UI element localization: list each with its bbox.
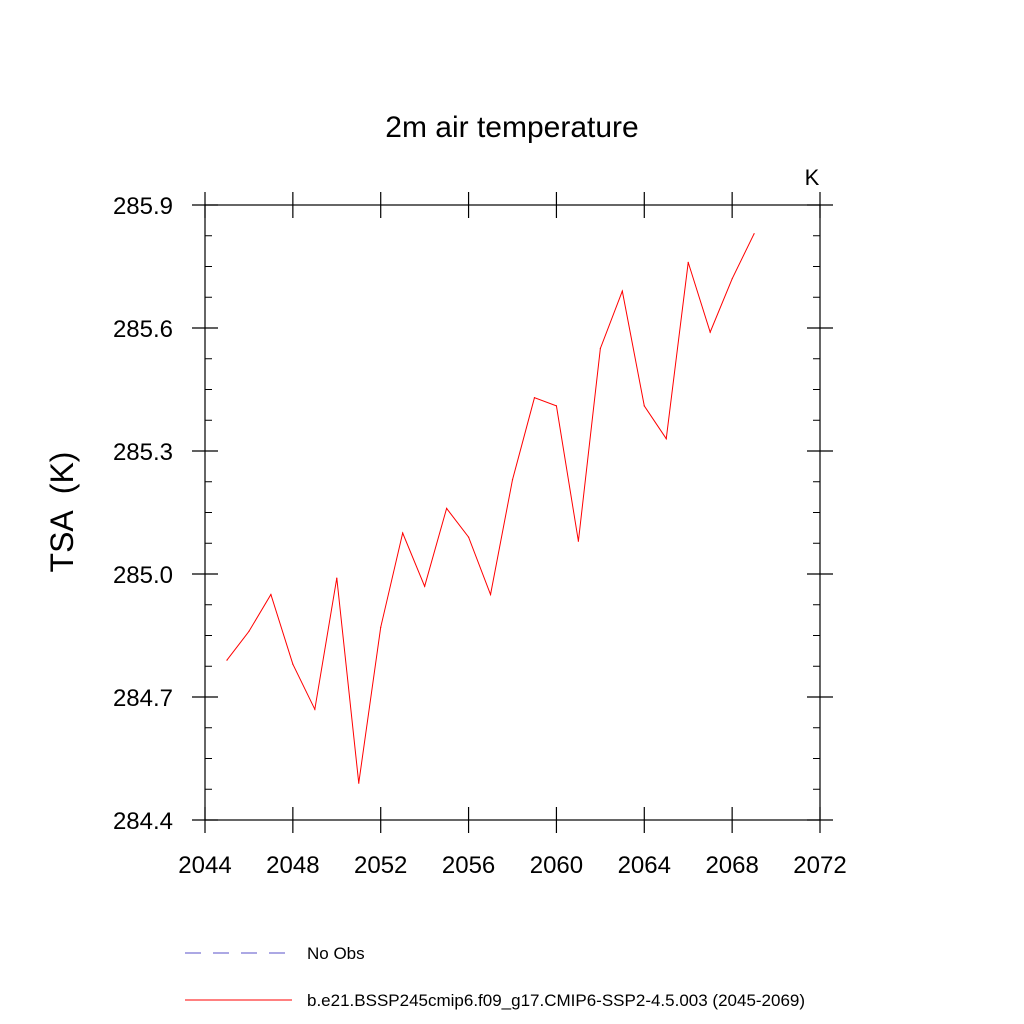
- data-point: [665, 438, 667, 440]
- data-point: [226, 659, 228, 661]
- axis-ticks: [192, 192, 833, 833]
- data-point: [358, 782, 360, 784]
- data-point: [555, 405, 558, 407]
- x-tick-label: 2048: [266, 852, 319, 879]
- x-tick-label: 2052: [354, 852, 407, 879]
- x-tick-label: 2068: [705, 852, 758, 879]
- data-point: [424, 585, 426, 587]
- legend-label: No Obs: [307, 944, 365, 963]
- y-tick-label: 285.3: [113, 439, 173, 466]
- y-tick-label: 285.6: [113, 316, 173, 343]
- data-point: [402, 532, 404, 534]
- plot-frame: [204, 204, 821, 821]
- data-point: [709, 331, 711, 333]
- data-point: [467, 536, 470, 538]
- x-tick-label: 2064: [618, 852, 671, 879]
- legend-label: b.e21.BSSP245cmip6.f09_g17.CMIP6-SSP2-4.…: [307, 991, 805, 1010]
- data-point: [446, 507, 448, 509]
- data-point: [599, 347, 601, 350]
- data-point: [577, 540, 579, 542]
- data-point: [248, 630, 250, 633]
- y-tick-label: 285.9: [113, 193, 173, 220]
- data-point: [489, 593, 492, 596]
- data-point: [643, 405, 645, 407]
- chart-title: 2m air temperature: [385, 111, 638, 144]
- series-line: [226, 233, 755, 784]
- x-tick-label: 2060: [530, 852, 583, 879]
- tick-labels: 2044 2048 2052 2056 2060 2064 2068 2072 284.4 284…: [113, 193, 847, 879]
- x-tick-label: 2072: [793, 852, 846, 879]
- y-tick-label: 284.4: [113, 808, 173, 835]
- units-label: K: [805, 165, 820, 190]
- data-point: [731, 278, 733, 280]
- data-point: [687, 261, 689, 263]
- legend: No Obs b.e21.BSSP245cmip6.f09_g17.CMIP6-S…: [185, 944, 805, 1010]
- y-tick-label: 285.0: [113, 562, 173, 589]
- data-point: [621, 290, 623, 292]
- y-axis-label: TSA (K): [44, 452, 80, 573]
- data-point: [380, 626, 382, 628]
- data-point: [753, 233, 755, 235]
- series-group: [226, 233, 755, 784]
- data-point: [270, 593, 272, 596]
- data-point: [511, 479, 514, 481]
- data-point: [314, 708, 316, 710]
- data-point: [533, 397, 536, 399]
- y-tick-label: 284.7: [113, 685, 173, 712]
- data-point: [292, 663, 294, 665]
- x-tick-label: 2044: [178, 852, 231, 879]
- data-point: [336, 577, 338, 579]
- x-tick-label: 2056: [442, 852, 495, 879]
